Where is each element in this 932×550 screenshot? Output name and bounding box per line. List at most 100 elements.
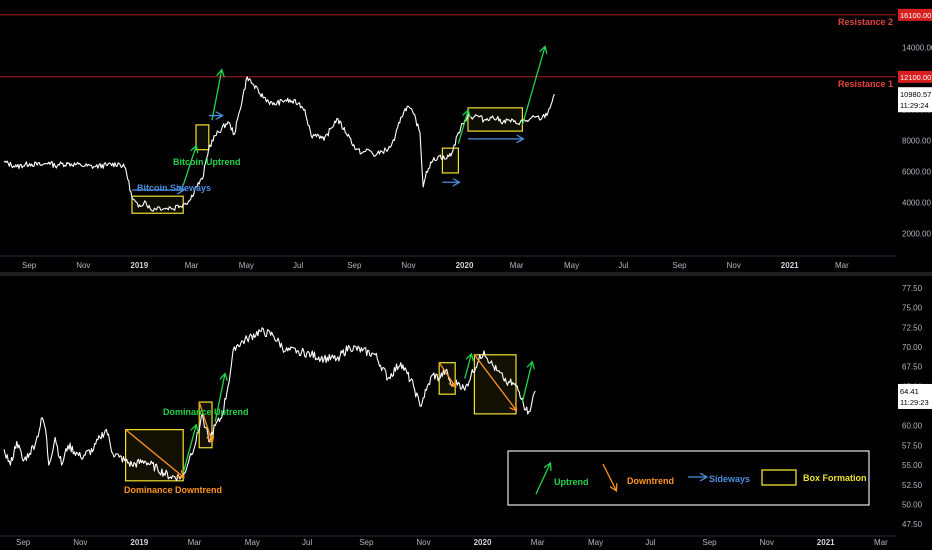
x-tick-label: Nov: [416, 538, 430, 547]
x-tick-label: Nov: [73, 538, 87, 547]
legend-box-swatch: [761, 469, 797, 486]
countdown-label: 11:29:24: [900, 101, 929, 110]
current-price-tag: [898, 383, 932, 409]
x-tick-label: Mar: [510, 261, 524, 270]
resistance-price-tag-label: 16100.00: [900, 11, 931, 20]
current-price-label: 64.41: [900, 387, 919, 396]
countdown-label: 11:29:23: [900, 398, 929, 407]
y-tick-label: 60.00: [902, 422, 923, 431]
x-tick-label: Sep: [22, 261, 37, 270]
x-tick-label: May: [588, 538, 603, 547]
x-tick-label: Sep: [347, 261, 362, 270]
x-tick-label: Mar: [531, 538, 545, 547]
uptrend-arrow-3: [457, 111, 468, 144]
price-line-series: [3, 76, 555, 212]
x-tick-label: Nov: [760, 538, 774, 547]
dominance-axis[interactable]: 47.5050.0052.5055.0057.5060.0062.5065.00…: [898, 284, 932, 529]
x-tick-label: Nov: [401, 261, 415, 270]
legend-box-label: Box Formation: [803, 473, 867, 483]
y-tick-label: 4000.00: [902, 198, 931, 207]
y-tick-label: 77.50: [902, 284, 923, 293]
uptrend-arrow-1: [182, 147, 196, 186]
legend-frame: [507, 450, 870, 506]
x-tick-label: Mar: [835, 261, 849, 270]
bitcoin-price-axis[interactable]: 2000.004000.006000.008000.0010000.001200…: [898, 8, 932, 239]
x-tick-label: Sep: [702, 538, 717, 547]
uptrend-arrow-2: [214, 375, 225, 422]
bitcoin-uptrend-label: Bitcoin Uptrend: [173, 157, 241, 167]
current-price-label: 10980.57: [900, 90, 931, 99]
bitcoin-price-panel[interactable]: Resistance 2 Resistance 1 Bitcoin Uptrend…: [0, 14, 896, 214]
uptrend-arrow-3: [464, 355, 471, 379]
x-tick-label: 2021: [781, 261, 799, 270]
legend-downtrend-label: Downtrend: [627, 476, 674, 486]
x-tick-label: Sep: [359, 538, 374, 547]
x-tick-label: 2019: [130, 261, 148, 270]
trend-arrows: [132, 47, 545, 190]
price-line-series: [3, 327, 536, 482]
resistance-price-tag-label: 12100.00: [900, 73, 931, 82]
downtrend-arrow-1: [125, 429, 184, 477]
resistance-price-tag: [898, 8, 932, 21]
y-tick-label: 70.00: [902, 343, 923, 352]
y-tick-label: 6000.00: [902, 167, 931, 176]
uptrend-arrow-1: [182, 426, 196, 474]
x-tick-label: Sep: [16, 538, 31, 547]
top-time-axis[interactable]: Sep Nov 2019 Mar May Jul Sep Nov 2020 Mar May Jul Se…: [22, 261, 849, 270]
x-tick-label: Sep: [672, 261, 687, 270]
y-tick-label: 14000.00: [902, 43, 932, 52]
box-formation-3: [438, 362, 456, 395]
trend-arrows: [125, 354, 532, 477]
y-tick-label: 2000.00: [902, 229, 931, 238]
btc-dominance-panel[interactable]: Dominance Uptrend Dominance Downtrend: [3, 327, 536, 495]
uptrend-arrow-2: [211, 71, 222, 121]
resistance-lines: Resistance 2 Resistance 1: [0, 14, 896, 89]
dominance-downtrend-label: Dominance Downtrend: [124, 485, 222, 495]
dominance-line: [3, 327, 536, 482]
y-tick-label: 57.50: [902, 441, 923, 450]
downtrend-arrow-3: [438, 362, 455, 387]
x-tick-label: Nov: [727, 261, 741, 270]
legend-sideways-label: Sideways: [709, 474, 750, 484]
dominance-uptrend-label: Dominance Uptrend: [163, 407, 249, 417]
x-tick-label: May: [564, 261, 579, 270]
box-formation-2: [195, 124, 210, 151]
y-tick-label: 72.50: [902, 323, 923, 332]
x-tick-label: Jul: [645, 538, 655, 547]
legend-uptrend-arrow: [535, 464, 550, 495]
bitcoin-price-line: [3, 76, 555, 212]
current-price-tag: [898, 87, 932, 113]
uptrend-arrow-4: [521, 363, 532, 403]
resistance-label-1: Resistance 2: [838, 17, 893, 27]
y-tick-label: 67.50: [902, 363, 923, 372]
y-tick-label: 75.00: [902, 304, 923, 313]
x-tick-label: Jul: [302, 538, 312, 547]
panel-separator[interactable]: [0, 272, 932, 276]
legend-uptrend-label: Uptrend: [554, 477, 589, 487]
x-tick-label: Mar: [185, 261, 199, 270]
bottom-time-axis[interactable]: Sep Nov 2019 Mar May Jul Sep Nov 2020 Mar May Jul Se…: [16, 538, 888, 547]
y-tick-label: 50.00: [902, 500, 923, 509]
x-tick-label: 2020: [474, 538, 492, 547]
legend: Uptrend Downtrend Sideways Box Formation: [507, 450, 870, 506]
legend-downtrend-arrow: [602, 463, 616, 490]
x-tick-label: Nov: [76, 261, 90, 270]
x-tick-label: May: [239, 261, 254, 270]
y-tick-label: 47.50: [902, 520, 923, 529]
resistance-label-2: Resistance 1: [838, 79, 893, 89]
x-tick-label: Jul: [293, 261, 303, 270]
bitcoin-sideways-label: Bitcoin Sideways: [137, 183, 211, 193]
x-tick-label: Mar: [188, 538, 202, 547]
y-tick-label: 52.50: [902, 481, 923, 490]
resistance-price-tag: [898, 70, 932, 83]
y-tick-label: 8000.00: [902, 136, 931, 145]
x-tick-label: 2019: [130, 538, 148, 547]
x-tick-label: Mar: [874, 538, 888, 547]
box-formation-3: [441, 147, 459, 174]
x-tick-label: May: [245, 538, 260, 547]
downtrend-arrow-2: [198, 401, 212, 441]
x-tick-label: Jul: [618, 261, 628, 270]
downtrend-arrow-4: [473, 354, 516, 410]
uptrend-arrow-4: [521, 47, 544, 126]
